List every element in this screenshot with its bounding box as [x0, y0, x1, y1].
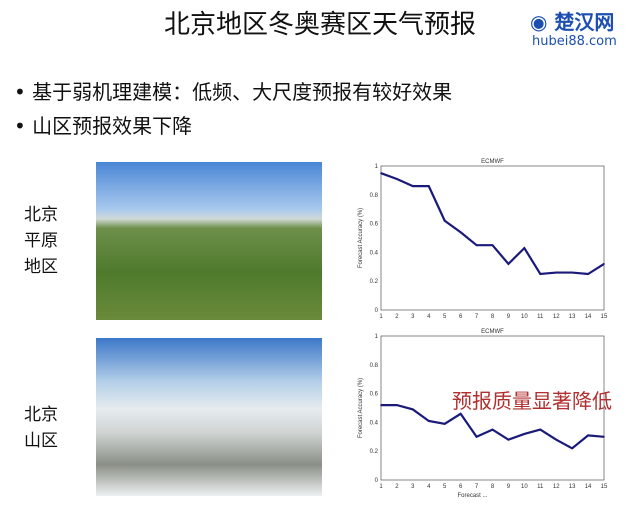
- x-tick-label: 9: [507, 484, 511, 490]
- x-tick-label: 3: [411, 484, 415, 490]
- data-point: [427, 420, 430, 422]
- x-tick-label: 4: [427, 314, 431, 320]
- data-point: [603, 263, 605, 265]
- data-point: [555, 271, 558, 274]
- x-tick-label: 15: [601, 314, 608, 320]
- x-tick-label: 12: [553, 484, 560, 490]
- x-tick-label: 12: [553, 314, 560, 320]
- bullet-text: 山区预报效果下降: [32, 114, 193, 138]
- x-tick-label: 5: [443, 314, 447, 320]
- data-point: [396, 404, 398, 406]
- x-tick-label: 10: [521, 484, 528, 490]
- x-tick-label: 4: [427, 484, 431, 490]
- y-tick-label: 0: [375, 478, 379, 484]
- annotation: 预报质量显著降低: [452, 389, 612, 413]
- slide-title: 北京地区冬奥赛区天气预报: [163, 10, 476, 40]
- x-tick-label: 2: [395, 484, 399, 490]
- x-tick-label: 14: [585, 314, 592, 320]
- bullet-2: • 山区预报效果下降: [14, 114, 193, 138]
- data-point: [507, 438, 510, 441]
- y-axis-label: Forecast Accuracy (%): [358, 208, 364, 268]
- data-point: [587, 434, 589, 437]
- watermark-url: hubei88.com: [532, 34, 617, 49]
- data-point: [587, 273, 589, 275]
- data-point: [396, 178, 398, 180]
- data-point: [459, 231, 462, 234]
- data-point: [603, 436, 605, 438]
- x-tick-label: 9: [507, 314, 511, 320]
- x-tick-label: 11: [537, 314, 544, 320]
- y-tick-label: 0: [375, 308, 379, 314]
- label-mountain: 北京山区: [24, 405, 58, 451]
- plain-photo: [96, 162, 322, 320]
- x-tick-label: 10: [521, 314, 528, 320]
- x-tick-label: 8: [491, 484, 495, 490]
- y-tick-label: 0.2: [370, 449, 379, 455]
- y-tick-label: 0.6: [370, 222, 379, 228]
- x-tick-label: 7: [475, 484, 479, 490]
- data-point: [571, 271, 573, 274]
- chart-title: ECMWF: [481, 329, 504, 335]
- data-point: [427, 185, 430, 187]
- data-point: [412, 408, 414, 411]
- data-point: [523, 433, 526, 435]
- x-tick-label: 13: [569, 484, 576, 490]
- data-point: [491, 244, 494, 246]
- y-tick-label: 0.4: [370, 420, 379, 426]
- data-point: [475, 244, 478, 246]
- data-point: [571, 447, 573, 450]
- x-axis-label: Forecast ...: [457, 493, 487, 499]
- data-point: [380, 172, 382, 174]
- y-tick-label: 1: [375, 164, 379, 170]
- data-point: [491, 428, 494, 431]
- watermark-logo: ◉ 楚汉网: [530, 10, 615, 34]
- x-tick-label: 6: [459, 484, 463, 490]
- x-tick-label: 1: [379, 484, 383, 490]
- bullet-1: • 基于弱机理建模：低频、大尺度预报有较好效果: [14, 80, 453, 104]
- y-tick-label: 0.4: [370, 250, 379, 256]
- data-point: [443, 423, 446, 425]
- data-point: [539, 273, 542, 275]
- data-point: [539, 428, 542, 431]
- chart-mountain: ECMWF Forecast Accuracy (%) Forecast ... 0 0…: [358, 329, 608, 499]
- great-wall-snow-photo: [96, 338, 322, 496]
- data-point: [412, 185, 414, 187]
- x-tick-label: 14: [585, 484, 592, 490]
- label-plain: 北京平原地区: [24, 205, 58, 277]
- data-point: [380, 404, 382, 406]
- x-tick-label: 15: [601, 484, 608, 490]
- x-tick-label: 6: [459, 314, 463, 320]
- y-tick-label: 0.8: [370, 193, 379, 199]
- x-tick-label: 1: [379, 314, 383, 320]
- chart-plain: ECMWF Forecast Accuracy (%) 0 0.2 0.4 0.6 0.8 1…: [358, 159, 608, 320]
- plot-frame: [380, 335, 605, 481]
- x-tick-label: 2: [395, 314, 399, 320]
- x-tick-label: 8: [491, 314, 495, 320]
- y-tick-label: 0.6: [370, 392, 379, 398]
- x-tick-label: 5: [443, 484, 447, 490]
- data-point: [523, 247, 526, 249]
- watermark-name: 楚汉网: [554, 10, 615, 34]
- x-tick-label: 11: [537, 484, 544, 490]
- y-tick-label: 0.8: [370, 363, 379, 369]
- plot-frame: [380, 165, 605, 311]
- y-tick-label: 0.2: [370, 279, 379, 285]
- data-point: [555, 438, 558, 441]
- data-point: [459, 412, 462, 415]
- data-point: [507, 263, 510, 265]
- y-tick-label: 1: [375, 334, 379, 340]
- x-tick-label: 13: [569, 314, 576, 320]
- data-point: [443, 219, 446, 222]
- x-tick-label: 7: [475, 314, 479, 320]
- y-axis-label: Forecast Accuracy (%): [358, 378, 364, 438]
- x-tick-label: 3: [411, 314, 415, 320]
- chart-title: ECMWF: [481, 159, 504, 165]
- bullet-text: 基于弱机理建模：低频、大尺度预报有较好效果: [32, 80, 453, 104]
- data-point: [475, 436, 478, 438]
